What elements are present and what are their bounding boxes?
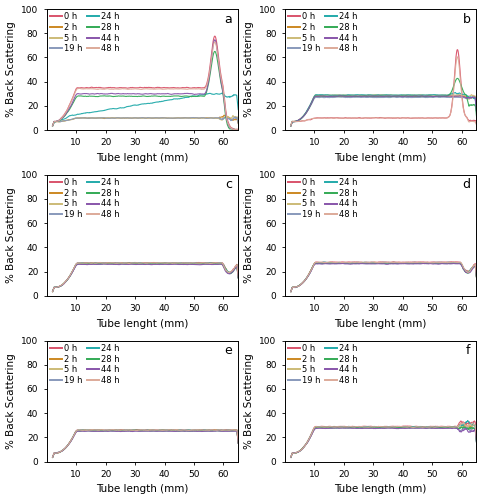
X-axis label: Tube length (mm): Tube length (mm) (96, 484, 188, 494)
Legend: 0 h, 2 h, 5 h, 19 h, 24 h, 28 h, 44 h, 48 h: 0 h, 2 h, 5 h, 19 h, 24 h, 28 h, 44 h, 4… (49, 12, 120, 54)
Legend: 0 h, 2 h, 5 h, 19 h, 24 h, 28 h, 44 h, 48 h: 0 h, 2 h, 5 h, 19 h, 24 h, 28 h, 44 h, 4… (49, 178, 120, 220)
Y-axis label: % Back Scattering: % Back Scattering (6, 22, 15, 118)
Legend: 0 h, 2 h, 5 h, 19 h, 24 h, 28 h, 44 h, 48 h: 0 h, 2 h, 5 h, 19 h, 24 h, 28 h, 44 h, 4… (49, 343, 120, 386)
Y-axis label: % Back Scattering: % Back Scattering (244, 188, 254, 283)
Text: e: e (225, 344, 232, 357)
Text: d: d (463, 178, 471, 192)
Legend: 0 h, 2 h, 5 h, 19 h, 24 h, 28 h, 44 h, 48 h: 0 h, 2 h, 5 h, 19 h, 24 h, 28 h, 44 h, 4… (287, 12, 359, 54)
X-axis label: Tube lenght (mm): Tube lenght (mm) (335, 318, 427, 328)
X-axis label: Tube length (mm): Tube length (mm) (335, 484, 427, 494)
Y-axis label: % Back Scattering: % Back Scattering (6, 353, 15, 449)
Text: f: f (466, 344, 471, 357)
X-axis label: Tube lenght (mm): Tube lenght (mm) (96, 318, 188, 328)
Legend: 0 h, 2 h, 5 h, 19 h, 24 h, 28 h, 44 h, 48 h: 0 h, 2 h, 5 h, 19 h, 24 h, 28 h, 44 h, 4… (287, 343, 359, 386)
X-axis label: Tube lenght (mm): Tube lenght (mm) (335, 153, 427, 163)
Legend: 0 h, 2 h, 5 h, 19 h, 24 h, 28 h, 44 h, 48 h: 0 h, 2 h, 5 h, 19 h, 24 h, 28 h, 44 h, 4… (287, 178, 359, 220)
Text: c: c (226, 178, 232, 192)
Y-axis label: % Back Scattering: % Back Scattering (244, 22, 254, 118)
Text: a: a (225, 12, 232, 26)
X-axis label: Tube lenght (mm): Tube lenght (mm) (96, 153, 188, 163)
Text: b: b (463, 12, 471, 26)
Y-axis label: % Back Scattering: % Back Scattering (6, 188, 15, 283)
Y-axis label: % Back Scattering: % Back Scattering (244, 353, 254, 449)
